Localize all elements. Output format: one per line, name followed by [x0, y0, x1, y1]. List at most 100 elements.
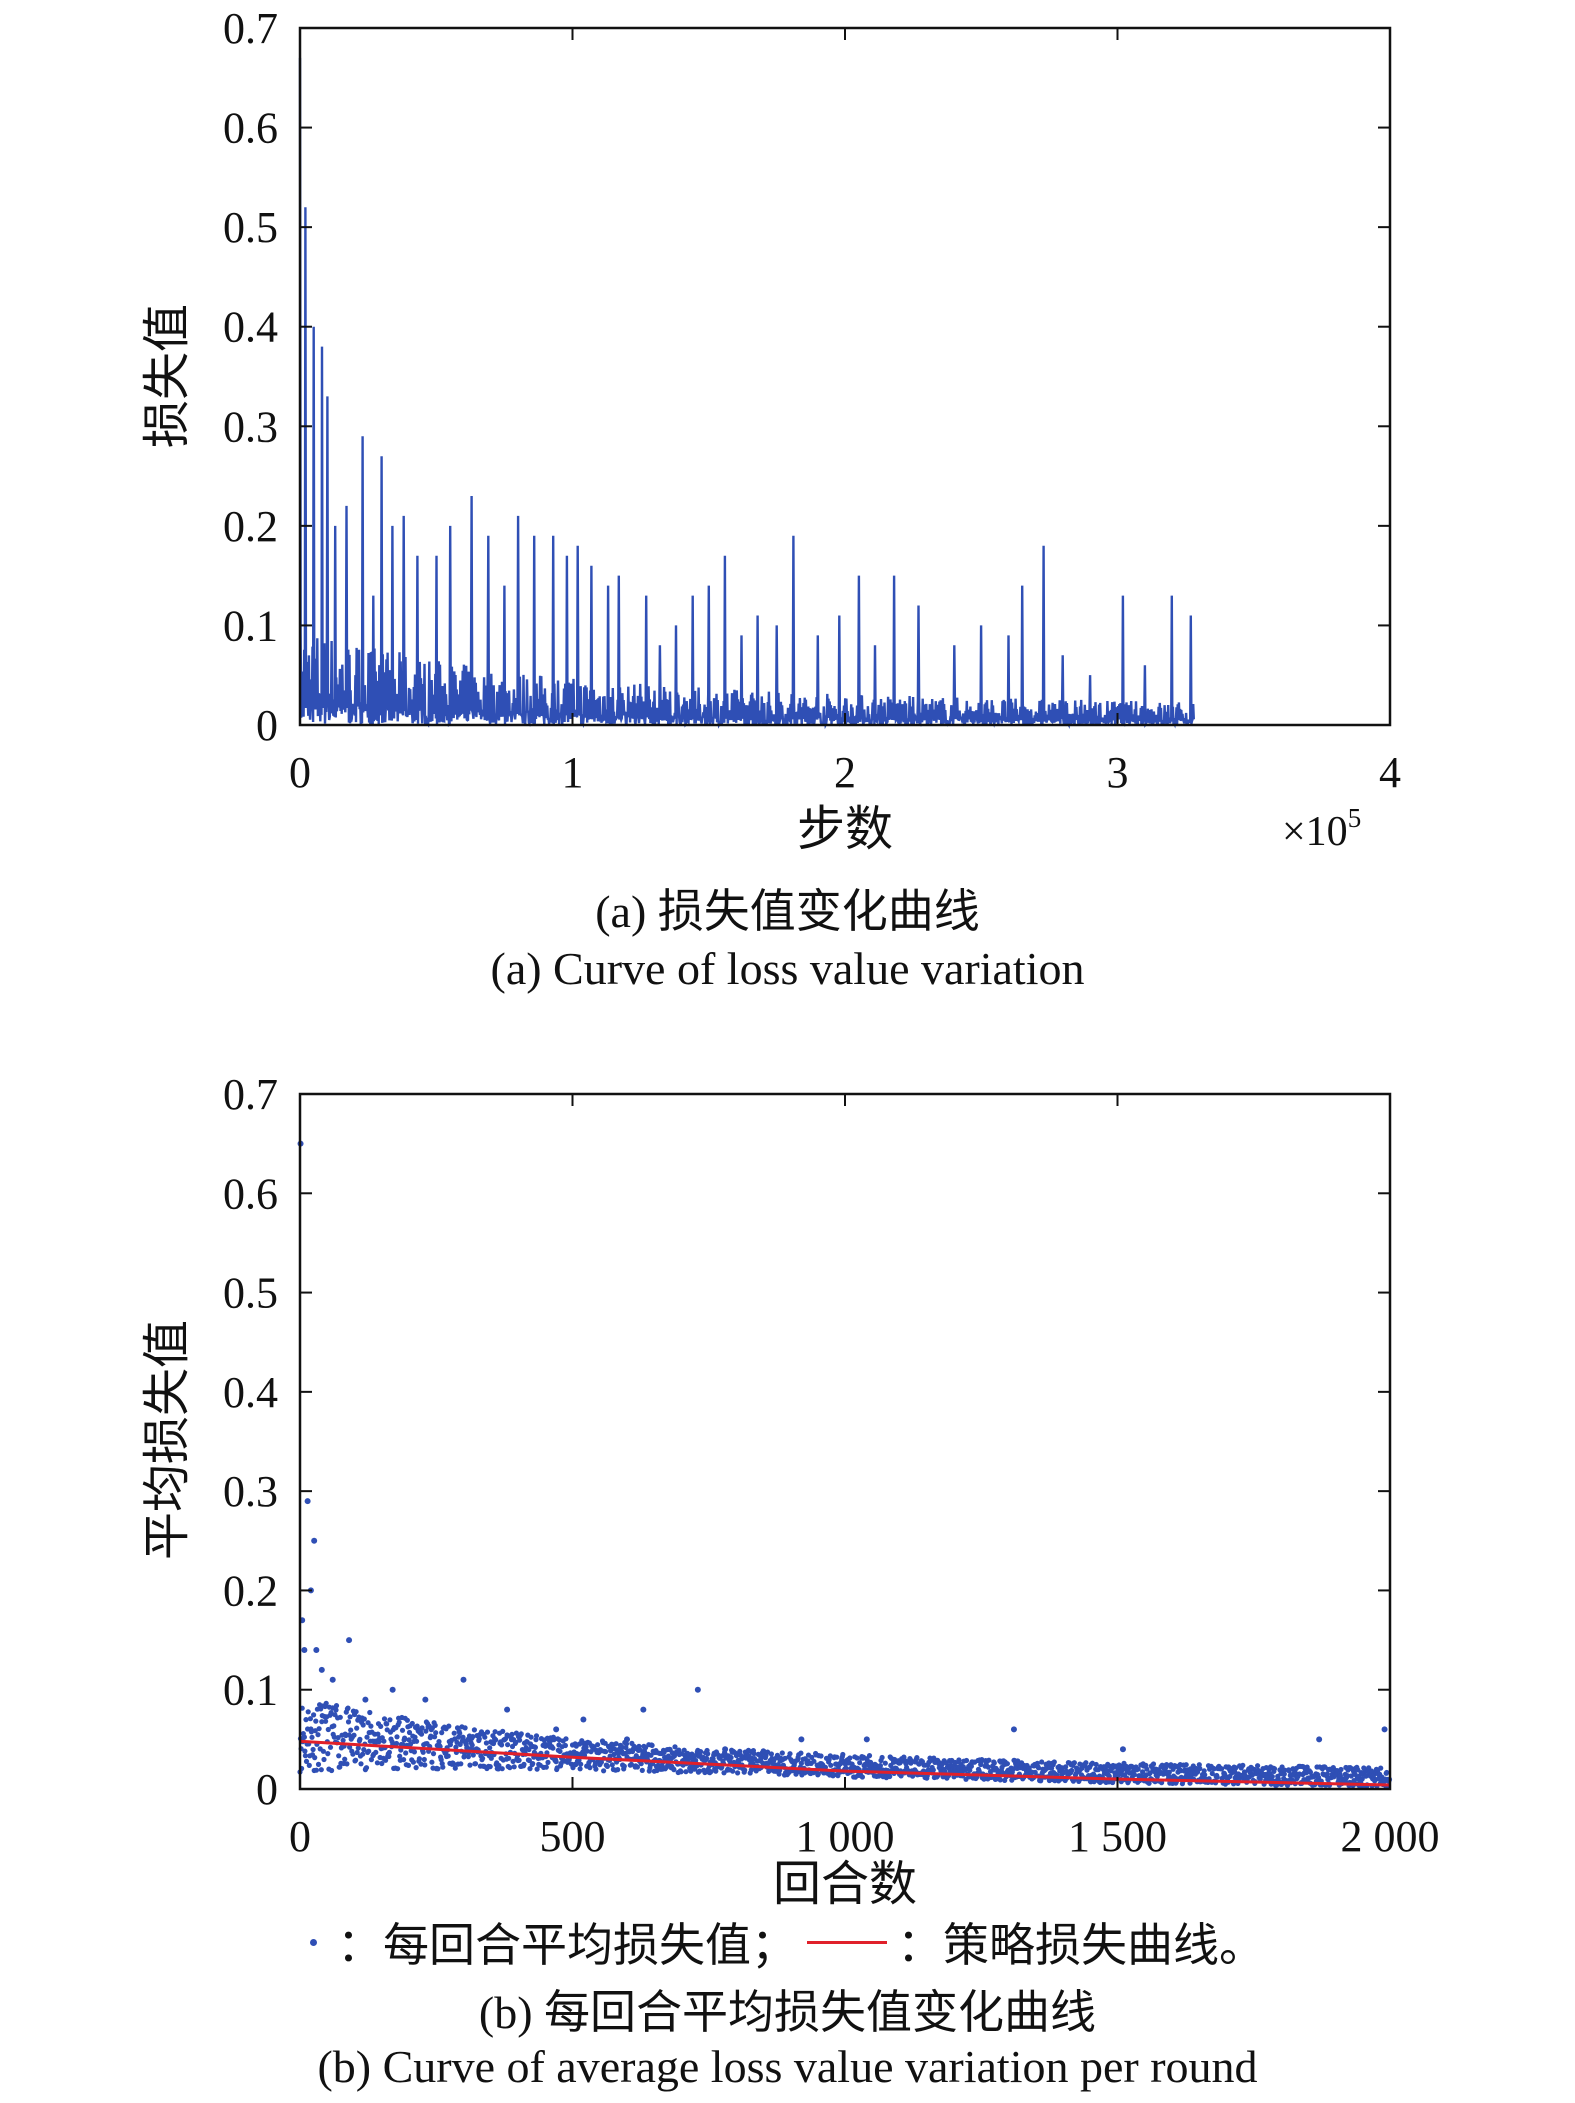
data-point — [642, 1745, 649, 1751]
data-point — [722, 1746, 729, 1753]
data-point — [500, 1728, 506, 1734]
data-point — [405, 1762, 412, 1768]
data-point — [882, 1760, 888, 1766]
data-point — [831, 1772, 837, 1778]
data-point — [303, 1717, 309, 1723]
data-point — [354, 1725, 360, 1731]
x-tick-label: 1 500 — [1068, 1812, 1167, 1861]
data-point — [506, 1755, 512, 1761]
data-point — [311, 1537, 318, 1544]
y-tick-label: 0 — [256, 701, 278, 750]
data-point — [798, 1736, 805, 1743]
data-point — [411, 1749, 417, 1755]
y-tick-label: 0.1 — [223, 1666, 278, 1715]
data-point — [410, 1759, 416, 1765]
data-point — [1147, 1770, 1153, 1776]
data-point — [409, 1720, 415, 1727]
data-point — [619, 1744, 625, 1750]
data-point — [1197, 1765, 1203, 1772]
data-point — [325, 1751, 331, 1757]
data-point — [381, 1738, 387, 1744]
data-point — [854, 1755, 860, 1761]
caption-b-en: (b) Curve of average loss value variatio… — [317, 2041, 1258, 2092]
data-point — [1201, 1768, 1207, 1774]
data-point — [462, 1725, 468, 1731]
data-point — [488, 1755, 494, 1761]
data-point — [430, 1751, 437, 1757]
data-point — [847, 1755, 853, 1761]
data-point — [511, 1764, 517, 1770]
data-point — [313, 1767, 319, 1773]
plot-frame — [298, 1092, 1392, 1791]
data-point — [329, 1767, 335, 1774]
data-point — [340, 1737, 346, 1743]
y-tick-label: 0.3 — [223, 402, 278, 451]
average-loss-series — [297, 1140, 1393, 1790]
data-point — [604, 1763, 611, 1769]
data-point — [329, 1676, 336, 1683]
data-point — [798, 1760, 805, 1766]
data-point — [603, 1749, 609, 1755]
data-point — [366, 1748, 372, 1754]
data-point — [362, 1696, 369, 1703]
data-point — [733, 1753, 740, 1759]
data-point — [402, 1735, 408, 1741]
data-point — [378, 1723, 384, 1729]
data-point — [458, 1761, 464, 1767]
data-point — [452, 1765, 458, 1771]
data-point — [986, 1757, 992, 1763]
data-point — [438, 1757, 444, 1763]
data-point — [991, 1760, 997, 1766]
axes: 0 0.1 0.2 0.3 0.4 0.5 0.6 0.7 0 500 1 000 1 500 2 00… — [223, 1070, 1440, 1861]
data-point — [446, 1723, 452, 1729]
data-point — [1269, 1773, 1275, 1780]
data-point — [676, 1747, 682, 1753]
data-point — [985, 1764, 991, 1770]
data-point — [584, 1748, 590, 1754]
data-point — [628, 1761, 635, 1767]
data-point — [968, 1763, 975, 1769]
data-point — [863, 1736, 870, 1743]
data-point — [310, 1746, 316, 1753]
x-multiplier: ×105 — [1282, 803, 1361, 855]
data-point — [698, 1749, 704, 1755]
x-tick-label: 0 — [289, 748, 311, 797]
data-point — [696, 1768, 703, 1774]
data-point — [353, 1709, 359, 1715]
data-point — [423, 1728, 429, 1734]
data-point — [413, 1765, 419, 1771]
data-point — [563, 1736, 569, 1742]
data-point — [818, 1753, 824, 1759]
data-point — [1119, 1746, 1126, 1753]
data-point — [302, 1753, 308, 1759]
data-point — [815, 1771, 821, 1777]
data-point — [492, 1729, 498, 1735]
data-point — [389, 1686, 396, 1693]
data-point — [311, 1712, 317, 1718]
caption-b-zh: (b) 每回合平均损失值变化曲线 — [478, 1987, 1097, 2038]
data-point — [898, 1773, 904, 1779]
x-axis-label: 步数 — [797, 803, 893, 856]
data-point — [460, 1676, 467, 1683]
data-point — [333, 1707, 339, 1713]
data-point — [1281, 1771, 1287, 1777]
data-point — [484, 1729, 491, 1735]
y-tick-label: 0.4 — [223, 1368, 278, 1417]
data-point — [533, 1733, 540, 1739]
data-point — [634, 1764, 641, 1770]
data-point — [615, 1767, 621, 1773]
data-point — [487, 1745, 493, 1751]
data-point — [414, 1738, 420, 1744]
data-point — [419, 1725, 425, 1731]
data-point — [467, 1762, 473, 1768]
data-point — [321, 1756, 327, 1763]
data-point — [1143, 1762, 1149, 1768]
data-point — [375, 1731, 381, 1737]
data-point — [422, 1696, 429, 1703]
data-point — [640, 1706, 647, 1713]
data-point — [713, 1768, 719, 1774]
data-point — [499, 1742, 505, 1748]
data-point — [1144, 1766, 1150, 1772]
data-point — [433, 1730, 439, 1736]
data-point — [621, 1763, 627, 1769]
